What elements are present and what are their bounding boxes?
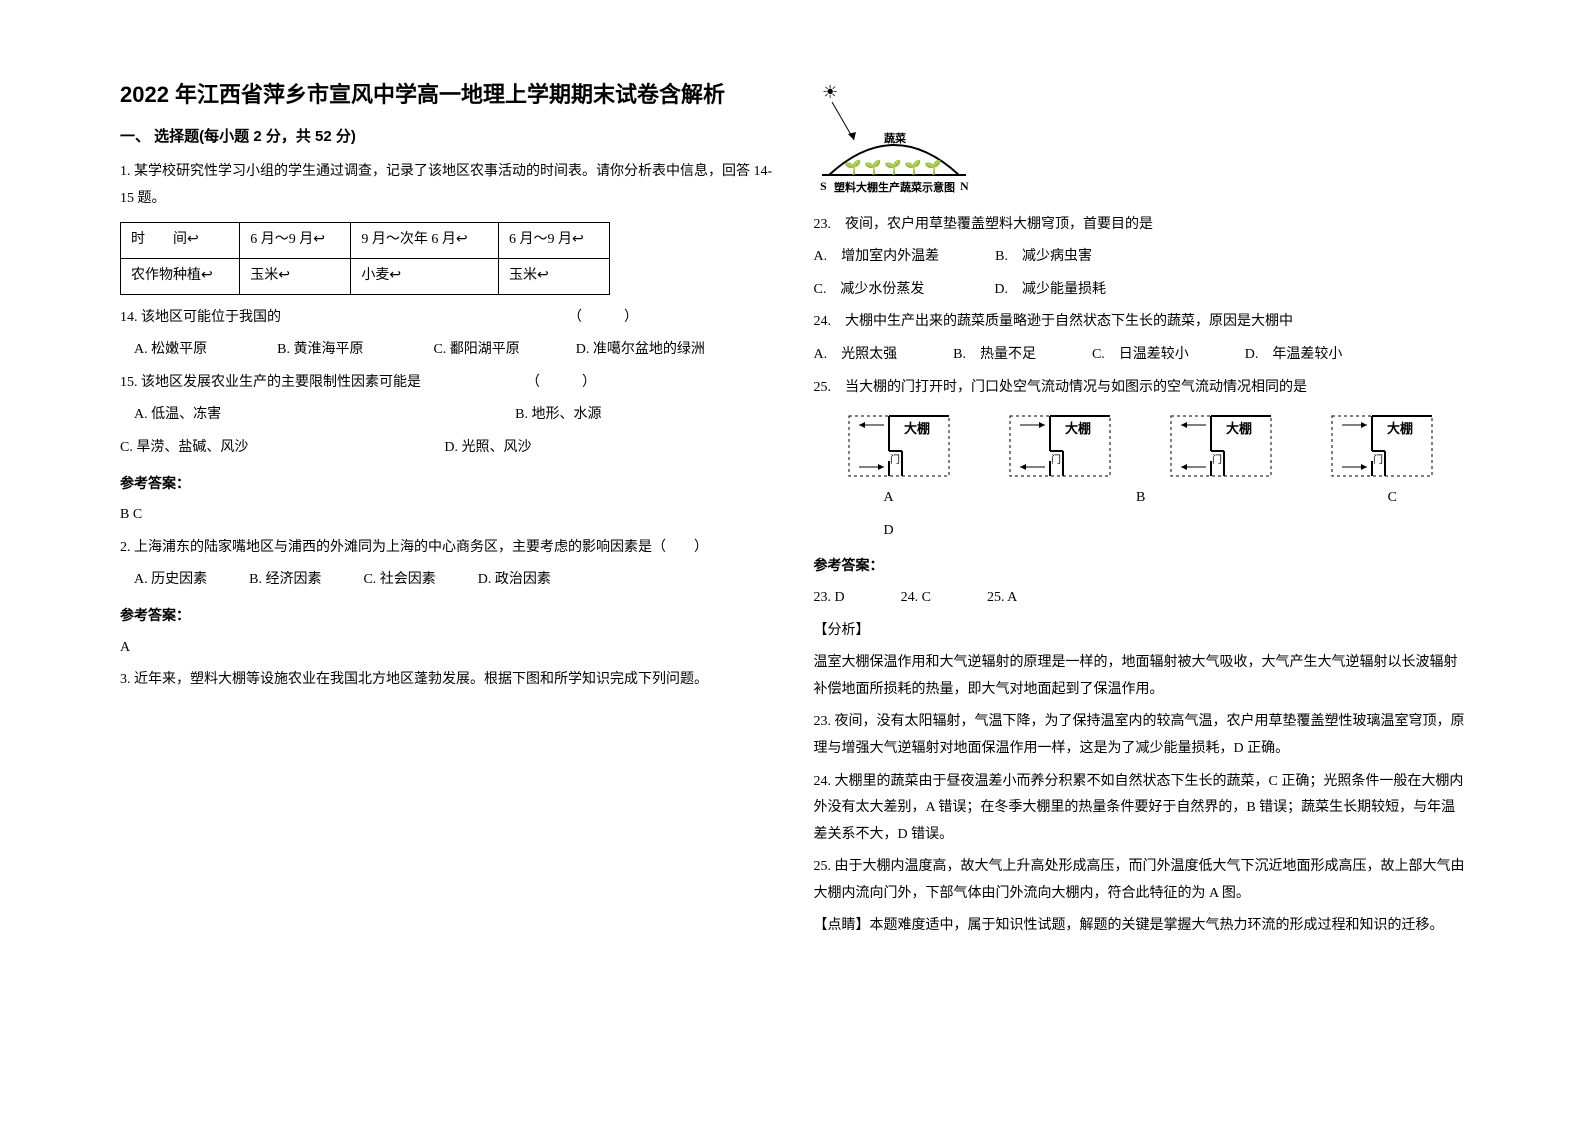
cell: 时 间↩	[121, 223, 240, 259]
n-label: N	[960, 179, 969, 193]
plants-icon: 🌱 🌱 🌱 🌱 🌱	[844, 159, 941, 176]
label-a: A	[884, 485, 894, 512]
q2-stem: 2. 上海浦东的陆家嘴地区与浦西的外滩同为上海的中心商务区，主要考虑的影响因素是…	[120, 535, 774, 562]
svg-text:大棚: 大棚	[1387, 421, 1413, 436]
svg-text:门: 门	[890, 453, 900, 466]
q15-stem: 15. 该地区发展农业生产的主要限制性因素可能是 （ ）	[120, 370, 774, 397]
q15-options-a: A. 低温、冻害 B. 地形、水源	[120, 402, 774, 429]
label-c: C	[1388, 485, 1397, 512]
svg-text:门: 门	[1212, 453, 1222, 466]
q2-answer: A	[120, 635, 774, 662]
svg-text:大棚: 大棚	[1065, 421, 1091, 436]
answer-label: 参考答案：	[120, 470, 774, 497]
diagram-labels-row: A B C	[884, 485, 1398, 512]
diagram-a: 大棚 门	[844, 411, 954, 481]
cell: 9 月～次年 6 月↩	[351, 223, 499, 259]
q23-opts-b: C. 减少水份蒸发 D. 减少能量损耗	[814, 277, 1468, 304]
q1-table: 时 间↩ 6 月～9 月↩ 9 月～次年 6 月↩ 6 月～9 月↩ 农作物种植…	[120, 222, 610, 294]
q14-options: A. 松嫩平原 B. 黄淮海平原 C. 鄱阳湖平原 D. 准噶尔盆地的绿洲	[120, 337, 774, 364]
svg-text:🌱: 🌱	[904, 159, 921, 176]
analysis-p1: 温室大棚保温作用和大气逆辐射的原理是一样的，地面辐射被大气吸收，大气产生大气逆辐…	[814, 650, 1468, 703]
answer-label: 参考答案：	[120, 602, 774, 629]
q24-stem: 24. 大棚中生产出来的蔬菜质量略逊于自然状态下生长的蔬菜，原因是大棚中	[814, 309, 1468, 336]
svg-text:🌱: 🌱	[864, 159, 881, 176]
analysis-p2: 23. 夜间，没有太阳辐射，气温下降，为了保持温室内的较高气温，农户用草垫覆盖塑…	[814, 709, 1468, 762]
figure-caption: 塑料大棚生产蔬菜示意图	[834, 180, 955, 194]
q15-options-b: C. 旱涝、盐碱、风沙 D. 光照、风沙	[120, 435, 774, 462]
answer-label: 参考答案：	[814, 552, 1468, 579]
page-title: 2022 年江西省萍乡市宣风中学高一地理上学期期末试卷含解析	[120, 80, 774, 111]
right-column: ☀ S N 蔬菜 🌱 🌱 🌱 🌱 🌱 塑料大棚生产蔬菜示意图 23. 夜	[794, 80, 1488, 1082]
svg-text:大棚: 大棚	[1226, 421, 1252, 436]
q3-stem: 3. 近年来，塑料大棚等设施农业在我国北方地区蓬勃发展。根据下图和所学知识完成下…	[120, 667, 774, 694]
cell: 6 月～9 月↩	[499, 223, 610, 259]
svg-text:门: 门	[1051, 453, 1061, 466]
s-label: S	[820, 179, 827, 193]
ray-arrow	[848, 132, 856, 140]
label-d: D	[884, 518, 1468, 545]
table-row: 时 间↩ 6 月～9 月↩ 9 月～次年 6 月↩ 6 月～9 月↩	[121, 223, 610, 259]
q24-opts: A. 光照太强 B. 热量不足 C. 日温差较小 D. 年温差较小	[814, 342, 1468, 369]
analysis-label: 【分析】	[814, 618, 1468, 645]
analysis-p3: 24. 大棚里的蔬菜由于昼夜温差小而养分积累不如自然状态下生长的蔬菜，C 正确；…	[814, 769, 1468, 849]
cell: 玉米↩	[499, 259, 610, 295]
q14-stem: 14. 该地区可能位于我国的 （ ）	[120, 305, 774, 332]
svg-text:🌱: 🌱	[924, 159, 941, 176]
label-b: B	[1136, 485, 1145, 512]
table-row: 农作物种植↩ 玉米↩ 小麦↩ 玉米↩	[121, 259, 610, 295]
q1-answer: B C	[120, 502, 774, 529]
sun-icon: ☀	[822, 82, 838, 102]
q23-stem: 23. 夜间，农户用草垫覆盖塑料大棚穹顶，首要目的是	[814, 212, 1468, 239]
analysis-tip: 【点睛】本题难度适中，属于知识性试题，解题的关键是掌握大气热力环流的形成过程和知…	[814, 913, 1468, 940]
section-1-head: 一、 选择题(每小题 2 分，共 52 分)	[120, 123, 774, 152]
diagram-d: 大棚 门	[1327, 411, 1437, 481]
q3-answers: 23. D 24. C 25. A	[814, 585, 1468, 612]
diagram-c: 大棚 门	[1166, 411, 1276, 481]
cell: 玉米↩	[240, 259, 351, 295]
greenhouse-figure: ☀ S N 蔬菜 🌱 🌱 🌱 🌱 🌱 塑料大棚生产蔬菜示意图	[814, 80, 1468, 206]
cell: 6 月～9 月↩	[240, 223, 351, 259]
vegetable-label: 蔬菜	[884, 131, 907, 145]
cell: 农作物种植↩	[121, 259, 240, 295]
cell: 小麦↩	[351, 259, 499, 295]
q25-stem: 25. 当大棚的门打开时，门口处空气流动情况与如图示的空气流动情况相同的是	[814, 375, 1468, 402]
svg-text:大棚: 大棚	[904, 421, 930, 436]
svg-text:🌱: 🌱	[884, 159, 901, 176]
q1-stem: 1. 某学校研究性学习小组的学生通过调查，记录了该地区农事活动的时间表。请你分析…	[120, 159, 774, 212]
svg-text:门: 门	[1373, 453, 1383, 466]
q23-opts-a: A. 增加室内外温差 B. 减少病虫害	[814, 244, 1468, 271]
diagram-b: 大棚 门	[1005, 411, 1115, 481]
analysis-p4: 25. 由于大棚内温度高，故大气上升高处形成高压，而门外温度低大气下沉近地面形成…	[814, 854, 1468, 907]
airflow-diagrams: 大棚 门 大棚 门 大棚 门	[844, 411, 1438, 481]
q2-options: A. 历史因素 B. 经济因素 C. 社会因素 D. 政治因素	[120, 567, 774, 594]
greenhouse-svg: ☀ S N 蔬菜 🌱 🌱 🌱 🌱 🌱 塑料大棚生产蔬菜示意图	[814, 80, 974, 195]
svg-text:🌱: 🌱	[844, 159, 861, 176]
left-column: 2022 年江西省萍乡市宣风中学高一地理上学期期末试卷含解析 一、 选择题(每小…	[100, 80, 794, 1082]
